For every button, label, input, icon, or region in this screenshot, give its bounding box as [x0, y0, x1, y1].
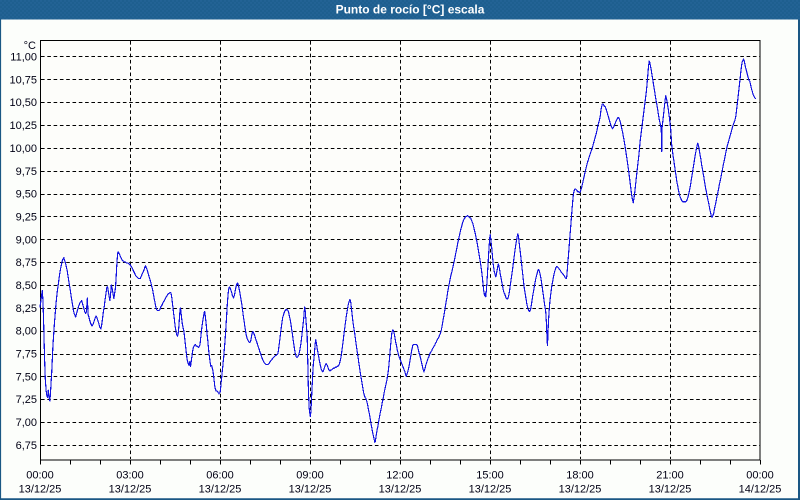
svg-text:11,00: 11,00	[10, 52, 37, 64]
svg-text:8,00: 8,00	[16, 326, 37, 338]
svg-text:8,75: 8,75	[16, 257, 37, 269]
svg-text:10,00: 10,00	[9, 143, 37, 155]
svg-text:21:00: 21:00	[656, 470, 684, 482]
svg-text:13/12/25: 13/12/25	[379, 484, 422, 496]
svg-text:13/12/25: 13/12/25	[469, 484, 512, 496]
svg-text:00:00: 00:00	[26, 470, 54, 482]
svg-text:7,50: 7,50	[16, 371, 37, 383]
svg-text:8,50: 8,50	[16, 280, 37, 292]
svg-text:7,00: 7,00	[16, 417, 37, 429]
svg-text:00:00: 00:00	[746, 470, 774, 482]
svg-text:°C: °C	[24, 40, 36, 52]
svg-text:7,25: 7,25	[16, 394, 37, 406]
svg-text:9,75: 9,75	[16, 166, 37, 178]
svg-text:03:00: 03:00	[116, 470, 144, 482]
svg-text:9,50: 9,50	[16, 189, 37, 201]
svg-text:09:00: 09:00	[296, 470, 324, 482]
svg-text:15:00: 15:00	[476, 470, 504, 482]
svg-text:13/12/25: 13/12/25	[199, 484, 242, 496]
svg-text:14/12/25: 14/12/25	[739, 484, 782, 496]
svg-text:9,25: 9,25	[16, 212, 37, 224]
svg-text:18:00: 18:00	[566, 470, 594, 482]
svg-text:Punto de rocío [°C] escala: Punto de rocío [°C] escala	[336, 3, 485, 17]
svg-text:6,75: 6,75	[16, 440, 37, 452]
svg-text:13/12/25: 13/12/25	[649, 484, 692, 496]
svg-text:10,50: 10,50	[9, 97, 37, 109]
svg-text:13/12/25: 13/12/25	[289, 484, 332, 496]
svg-text:06:00: 06:00	[206, 470, 234, 482]
svg-text:8,25: 8,25	[16, 303, 37, 315]
svg-text:10,75: 10,75	[9, 74, 37, 86]
svg-text:7,75: 7,75	[16, 349, 37, 361]
svg-text:12:00: 12:00	[386, 470, 414, 482]
svg-text:13/12/25: 13/12/25	[109, 484, 152, 496]
svg-text:9,00: 9,00	[16, 234, 37, 246]
svg-text:10,25: 10,25	[9, 120, 37, 132]
svg-text:13/12/25: 13/12/25	[559, 484, 602, 496]
svg-text:13/12/25: 13/12/25	[19, 484, 62, 496]
